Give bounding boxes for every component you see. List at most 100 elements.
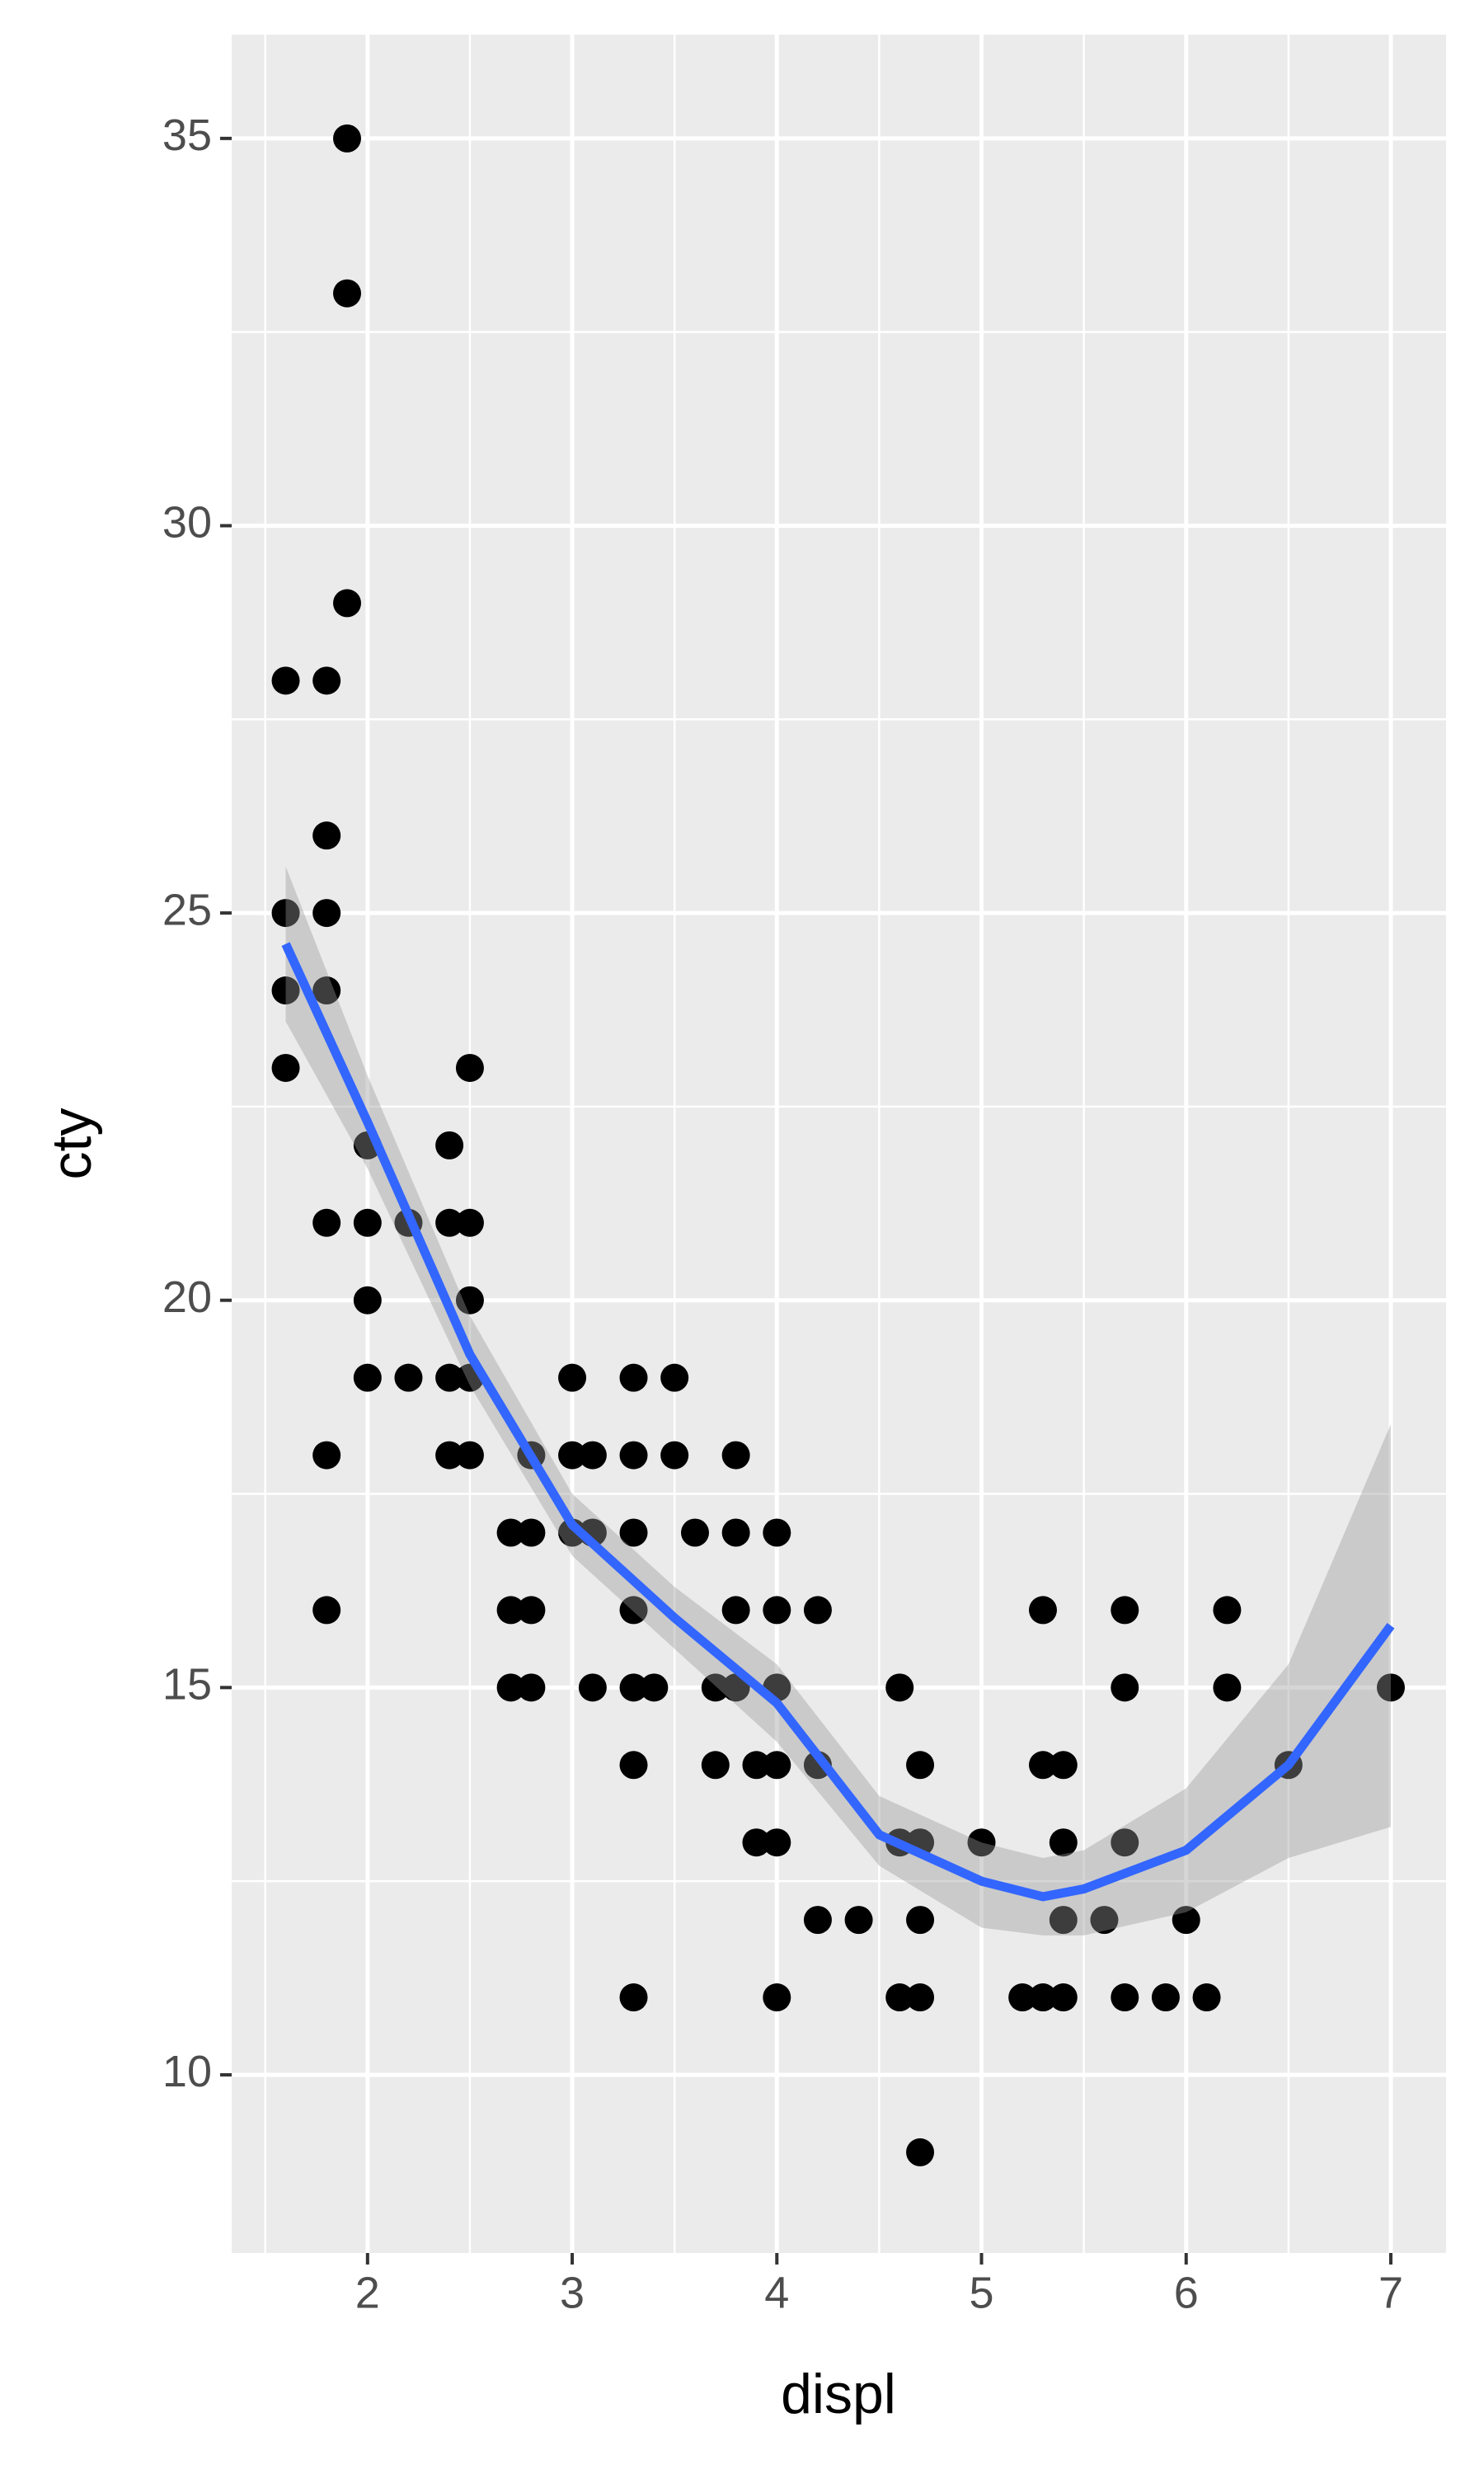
point: [312, 1441, 341, 1470]
point: [312, 666, 341, 695]
point: [271, 899, 300, 928]
x-tick-label: 7: [1378, 2268, 1403, 2317]
point: [906, 2138, 935, 2166]
point: [312, 976, 341, 1005]
point: [619, 1751, 648, 1780]
point: [967, 1828, 996, 1857]
point: [1192, 1983, 1221, 2012]
point: [660, 1441, 689, 1470]
y-tick-label: 30: [162, 498, 212, 548]
x-tick-label: 5: [969, 2268, 993, 2317]
point: [619, 1673, 648, 1702]
x-axis-title: displ: [781, 2363, 896, 2425]
point: [906, 1751, 935, 1780]
point: [619, 1983, 648, 2012]
y-tick-label: 10: [162, 2047, 212, 2096]
confidence-band: [285, 866, 1391, 1935]
point: [455, 1286, 484, 1315]
point: [1111, 1596, 1139, 1625]
x-tick-label: 6: [1174, 2268, 1199, 2317]
point: [1172, 1906, 1200, 1935]
point: [435, 1441, 464, 1470]
point: [517, 1673, 546, 1702]
point: [496, 1596, 525, 1625]
y-tick-label: 25: [162, 885, 212, 934]
point: [885, 1673, 914, 1702]
point: [721, 1441, 750, 1470]
point: [312, 899, 341, 928]
point: [1090, 1906, 1119, 1935]
point: [455, 1441, 484, 1470]
point: [271, 976, 300, 1005]
point: [763, 1751, 791, 1780]
point: [1213, 1673, 1242, 1702]
point: [1028, 1751, 1057, 1780]
point: [312, 821, 341, 850]
point: [906, 1906, 935, 1935]
point: [271, 666, 300, 695]
point: [763, 1596, 791, 1625]
point: [496, 1673, 525, 1702]
point: [1028, 1596, 1057, 1625]
x-tick-label: 4: [764, 2268, 789, 2317]
point: [353, 1286, 382, 1315]
point: [333, 124, 362, 153]
x-tick-label: 3: [560, 2268, 585, 2317]
point: [803, 1596, 832, 1625]
point: [455, 1053, 484, 1082]
point: [1049, 1983, 1078, 2012]
point: [803, 1906, 832, 1935]
point: [312, 1208, 341, 1237]
point: [701, 1673, 730, 1702]
point: [1213, 1596, 1242, 1625]
point: [435, 1363, 464, 1392]
y-tick-label: 20: [162, 1272, 212, 1322]
point: [1049, 1751, 1078, 1780]
point: [435, 1208, 464, 1237]
point: [353, 1208, 382, 1237]
point: [353, 1363, 382, 1392]
point: [763, 1828, 791, 1857]
point: [701, 1751, 730, 1780]
point: [435, 1131, 464, 1159]
point: [558, 1441, 587, 1470]
point: [1008, 1983, 1037, 2012]
point: [558, 1363, 587, 1392]
x-tick-label: 2: [355, 2268, 380, 2317]
point: [312, 1596, 341, 1625]
point: [885, 1983, 914, 2012]
y-axis-title: cty: [40, 1108, 103, 1180]
panel: [232, 35, 1446, 2253]
smooth-line: [281, 942, 1395, 1902]
point: [619, 1518, 648, 1547]
point: [742, 1828, 771, 1857]
point: [660, 1363, 689, 1392]
point: [1151, 1983, 1180, 2012]
point: [763, 1518, 791, 1547]
point: [517, 1518, 546, 1547]
point: [333, 279, 362, 308]
point: [455, 1208, 484, 1237]
point: [1028, 1983, 1057, 2012]
point: [394, 1363, 423, 1392]
point: [517, 1596, 546, 1625]
point: [333, 589, 362, 618]
point: [1049, 1906, 1078, 1935]
point: [1111, 1828, 1139, 1857]
point: [578, 1673, 607, 1702]
point: [721, 1518, 750, 1547]
point: [1111, 1673, 1139, 1702]
point: [496, 1518, 525, 1547]
point: [844, 1906, 873, 1935]
point: [578, 1441, 607, 1470]
point: [680, 1518, 709, 1547]
point: [1111, 1983, 1139, 2012]
y-tick-label: 35: [162, 111, 212, 160]
point: [763, 1983, 791, 2012]
point: [271, 1053, 300, 1082]
point: [721, 1596, 750, 1625]
point: [1376, 1673, 1405, 1702]
point: [619, 1596, 648, 1625]
point: [1049, 1828, 1078, 1857]
